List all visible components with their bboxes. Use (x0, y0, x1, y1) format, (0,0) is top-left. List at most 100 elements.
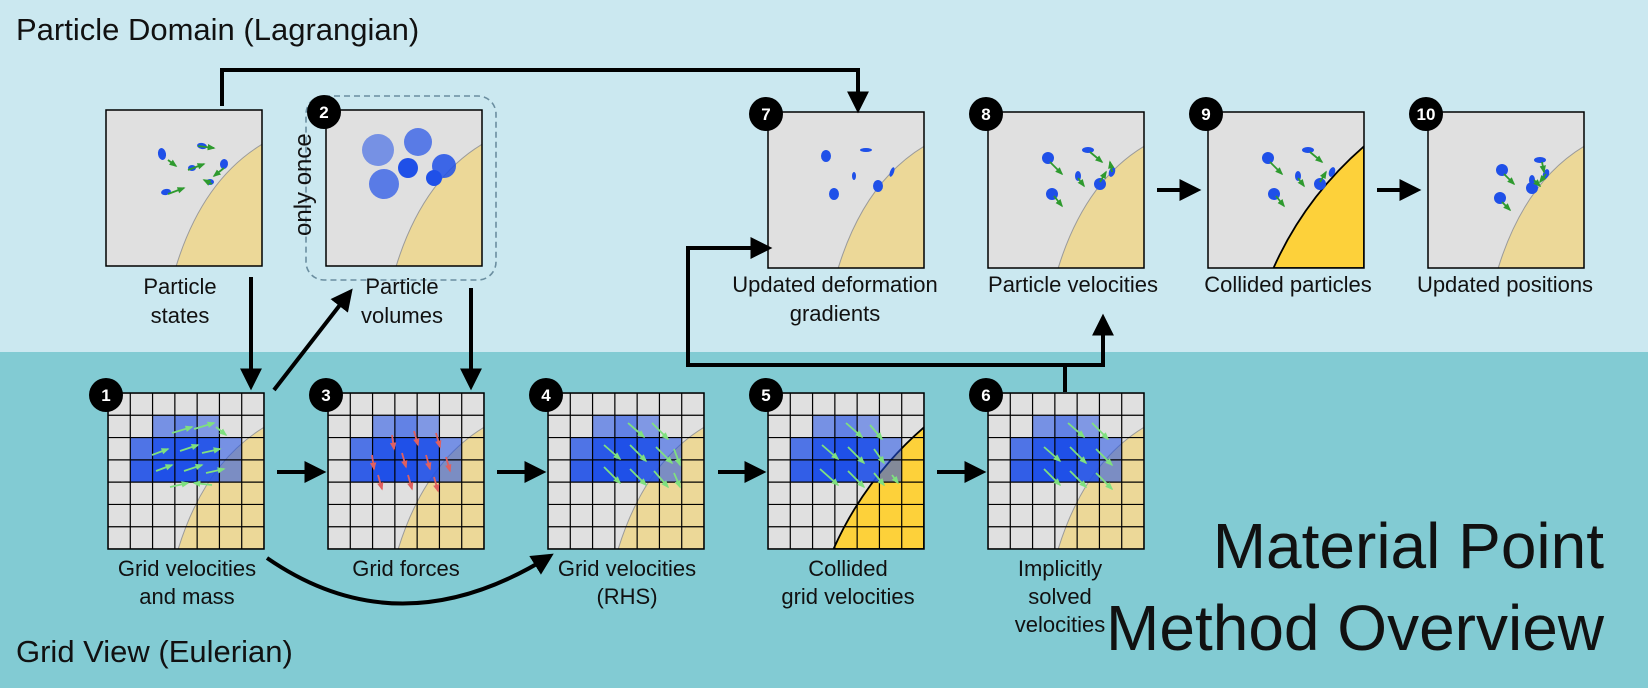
grid-cell (857, 415, 880, 438)
velocity-arrow (1539, 161, 1546, 174)
vector-arrow (603, 466, 622, 485)
badge-circle (749, 97, 783, 131)
implicitly-solved-velocities-panel (987, 392, 1145, 550)
grid-cell (592, 459, 615, 483)
grid-cell (812, 415, 835, 438)
updated-positions-caption: Updated positions (1417, 272, 1593, 297)
collided-particles-number-badge: 9 (1189, 97, 1223, 131)
vector-arrow (1043, 446, 1062, 463)
grid-cell (614, 459, 638, 483)
grid-forces-number-badge: 3 (309, 378, 343, 412)
grid-cell (879, 459, 902, 483)
grid-cell (417, 415, 440, 438)
vector-arrow (1069, 470, 1088, 489)
particle (1302, 147, 1314, 153)
particle (1496, 164, 1508, 176)
badge-circle (529, 378, 563, 412)
grid-cell (130, 437, 153, 460)
velocity-arrow (1297, 177, 1305, 188)
badge-number: 1 (101, 386, 110, 405)
vector-arrow (629, 468, 648, 487)
vector-arrow (407, 474, 414, 491)
vector-arrow (873, 472, 886, 487)
vector-arrow (192, 480, 213, 487)
grid-cell (1054, 415, 1078, 438)
grid-cell (614, 415, 638, 438)
only-once-box (305, 95, 497, 281)
grid-cell (219, 437, 242, 460)
vector-arrow (653, 470, 670, 489)
velocity-arrow (1501, 201, 1512, 212)
particle (889, 167, 895, 177)
vector-arrow (847, 470, 866, 489)
velocity-arrow (187, 163, 206, 171)
particle-states-caption: Particle (143, 274, 216, 299)
velocity-arrow (1049, 161, 1064, 176)
vector-arrow (171, 425, 194, 434)
grid-cell (834, 415, 858, 438)
vector-arrow (179, 443, 200, 452)
particle (1314, 178, 1326, 190)
arrow-grid-mass-to-volumes (272, 288, 353, 392)
vector-arrow (1043, 468, 1062, 487)
vector-arrow (673, 448, 681, 467)
vector-arrow (629, 444, 648, 463)
vector-arrow (1095, 472, 1114, 491)
velocity-arrow (1533, 179, 1542, 188)
grid-forces-caption: Grid forces (352, 556, 460, 581)
grid-cell (152, 415, 175, 438)
grid-velocities-and-mass-panel (107, 392, 265, 550)
vector-arrow (845, 422, 864, 439)
vector-arrow (821, 444, 840, 461)
velocity-arrow (1077, 177, 1085, 188)
particle-volumes-caption: Particle (365, 274, 438, 299)
vector-arrow (1095, 448, 1114, 467)
velocity-arrow (1319, 170, 1327, 183)
grid-cell (1032, 437, 1055, 460)
particle (1094, 178, 1106, 190)
particle (1534, 157, 1546, 163)
arrow-states-to-deformation (220, 68, 869, 114)
vector-arrow (869, 424, 884, 441)
implicitly-solved-velocities-caption: solved (1028, 584, 1092, 609)
vector-arrow (603, 444, 622, 461)
grid-forces-panel (327, 392, 485, 550)
velocity-arrow (197, 144, 216, 151)
particle-volume (369, 169, 399, 199)
grid-cell (152, 437, 175, 460)
collided-particles-caption: Collided particles (1204, 272, 1372, 297)
grid-cell (197, 437, 220, 460)
grid-cell (1010, 459, 1033, 483)
grid-velocities-rhs-caption: Grid velocities (558, 556, 696, 581)
vector-arrow (435, 432, 442, 449)
grid-cell (219, 459, 242, 483)
grid-cell (570, 437, 593, 460)
vector-arrow (201, 447, 222, 454)
updated-deformation-gradients-number-badge: 7 (749, 97, 783, 131)
implicitly-solved-velocities-caption: Implicitly (1018, 556, 1102, 581)
grid-cell (857, 437, 880, 460)
velocity-arrow (1503, 173, 1516, 186)
updated-deformation-gradients-caption: gradients (790, 301, 881, 326)
flow-arrows (220, 68, 1422, 606)
vector-arrow (193, 421, 216, 430)
implicitly-solved-velocities-caption: velocities (1015, 612, 1105, 637)
badge-number: 8 (981, 105, 990, 124)
grid-cell (570, 459, 593, 483)
grid-view-label: Grid View (Eulerian) (16, 634, 293, 669)
velocity-arrow (202, 179, 213, 186)
vector-arrow (627, 422, 646, 439)
badge-number: 9 (1201, 105, 1210, 124)
grid-cell (1099, 459, 1122, 483)
particle-volume (398, 158, 418, 178)
vector-arrow (847, 446, 866, 465)
particle (1082, 147, 1094, 153)
particle-velocities-caption: Particle velocities (988, 272, 1158, 297)
grid-cell (372, 437, 395, 460)
updated-positions-panel (1427, 111, 1585, 269)
particle (1526, 182, 1538, 194)
particle-states-caption: states (151, 303, 210, 328)
grid-cell (790, 437, 813, 460)
particle (829, 188, 839, 200)
arrow-6-to-deformation (686, 237, 1067, 392)
